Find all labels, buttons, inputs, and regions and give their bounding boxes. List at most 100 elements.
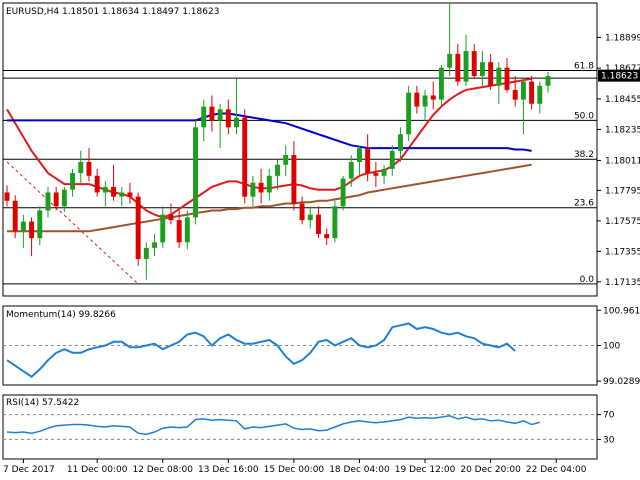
candle-body [545, 76, 551, 86]
rsi-line [6, 415, 540, 436]
candle-body [307, 214, 313, 221]
price-tick-label: 1.17575 [605, 217, 640, 227]
candle-body [463, 51, 469, 82]
rsi-panel-frame [2, 394, 598, 460]
rsi-panel: 70 30 RSI(14) 57.5422 [2, 394, 615, 460]
candle-body [250, 182, 256, 197]
rsi-panel-title: RSI(14) 57.5422 [6, 398, 79, 408]
candle-body [152, 242, 158, 248]
candle-body [447, 53, 453, 68]
candle-body [340, 178, 346, 207]
candle-body [258, 182, 264, 193]
candle-body [86, 161, 92, 176]
price-tick-label: 1.18677 [605, 64, 640, 74]
candle-body [217, 109, 223, 121]
candle-body [135, 196, 141, 259]
candle-body [127, 192, 133, 197]
candle-body [168, 214, 174, 221]
candle-body [357, 148, 362, 162]
fib-level-label: 0.0 [580, 275, 595, 285]
candle-body [324, 234, 330, 239]
candle-body [234, 117, 239, 128]
candle-body [422, 95, 428, 107]
candle-body [504, 67, 510, 90]
price-panel-frame [2, 2, 598, 297]
current-price-box [598, 69, 640, 82]
candle-body [225, 109, 231, 128]
candle-body [70, 173, 76, 190]
candle-body [143, 247, 149, 259]
momentum-layer [3, 322, 597, 378]
candle-body [4, 192, 10, 201]
candle-body [373, 173, 379, 176]
time-tick-label: 7 Dec 2017 [3, 465, 55, 475]
candle-body [283, 155, 289, 165]
momentum-tick-label: 99.0289 [603, 377, 640, 387]
candle-body [45, 192, 51, 211]
price-axis: 1.18899 1.18677 1.18455 1.18235 1.18011 1.177… [597, 33, 640, 288]
moving-average-line-sma_mid [7, 112, 532, 152]
price-tick-label: 1.18011 [605, 156, 640, 166]
fib-level-label: 61.8 [574, 62, 594, 72]
price-panel: 61.8 50.0 38.2 23.6 0.0 1.18899 1.18677 1.1845… [2, 2, 640, 297]
candle-body [12, 200, 18, 232]
candle-body [512, 89, 518, 100]
candle-body [529, 81, 535, 104]
time-tick-label: 19 Dec 12:00 [395, 465, 456, 475]
time-tick-label: 11 Dec 00:00 [67, 465, 128, 475]
time-tick-label: 22 Dec 04:00 [526, 465, 587, 475]
candle-body [332, 206, 338, 239]
candle-body [61, 189, 67, 207]
candle-body [184, 217, 190, 243]
candle-body [520, 81, 526, 100]
momentum-line [6, 322, 516, 378]
candle-body [455, 53, 461, 82]
fib-level-label: 23.6 [574, 199, 594, 209]
candle-body [430, 95, 436, 100]
candle-body [275, 164, 280, 176]
candle-body [299, 203, 305, 221]
time-axis: 7 Dec 2017 11 Dec 00:00 12 Dec 08:00 13 Dec… [3, 459, 587, 475]
candle-body [94, 175, 100, 193]
price-panel-title: EURUSD,H4 1.18501 1.18634 1.18497 1.1862… [6, 7, 219, 17]
candle-body [389, 150, 395, 169]
momentum-tick-label: 100 [603, 342, 620, 352]
candle-body [209, 106, 215, 121]
rsi-axis: 70 30 [597, 411, 615, 445]
candle-body [53, 192, 59, 207]
price-tick-label: 1.17795 [605, 186, 640, 196]
candle-body [397, 134, 403, 151]
candle-body [176, 220, 182, 243]
fib-level-label: 38.2 [574, 150, 594, 160]
momentum-panel: 100.9613 100 99.0289 Momentum(14) 99.8266 [2, 305, 640, 387]
candle-body [20, 221, 26, 232]
momentum-tick-label: 100.9613 [603, 306, 640, 316]
candle-body [537, 85, 543, 104]
time-tick-label: 15 Dec 00:00 [264, 465, 325, 475]
candles-layer [4, 4, 551, 280]
price-tick-label: 1.17355 [605, 247, 640, 257]
time-tick-label: 18 Dec 04:00 [329, 465, 390, 475]
price-tick-label: 1.18235 [605, 125, 640, 135]
candle-body [496, 67, 502, 86]
candle-body [479, 62, 485, 77]
candle-body [111, 186, 117, 197]
candle-body [119, 192, 125, 197]
candle-body [201, 106, 207, 128]
candle-body [406, 92, 412, 135]
candle-body [348, 161, 354, 179]
momentum-panel-title: Momentum(14) 99.8266 [6, 310, 116, 320]
rsi-layer [3, 414, 597, 440]
candle-body [471, 51, 477, 77]
rsi-tick-label: 70 [603, 411, 615, 421]
candle-body [316, 214, 321, 235]
candle-body [29, 221, 35, 239]
candle-body [291, 155, 297, 204]
candle-body [37, 210, 43, 239]
rsi-tick-label: 30 [603, 435, 615, 445]
candle-body [78, 161, 84, 174]
candle-body [193, 127, 198, 218]
candle-body [160, 214, 166, 243]
